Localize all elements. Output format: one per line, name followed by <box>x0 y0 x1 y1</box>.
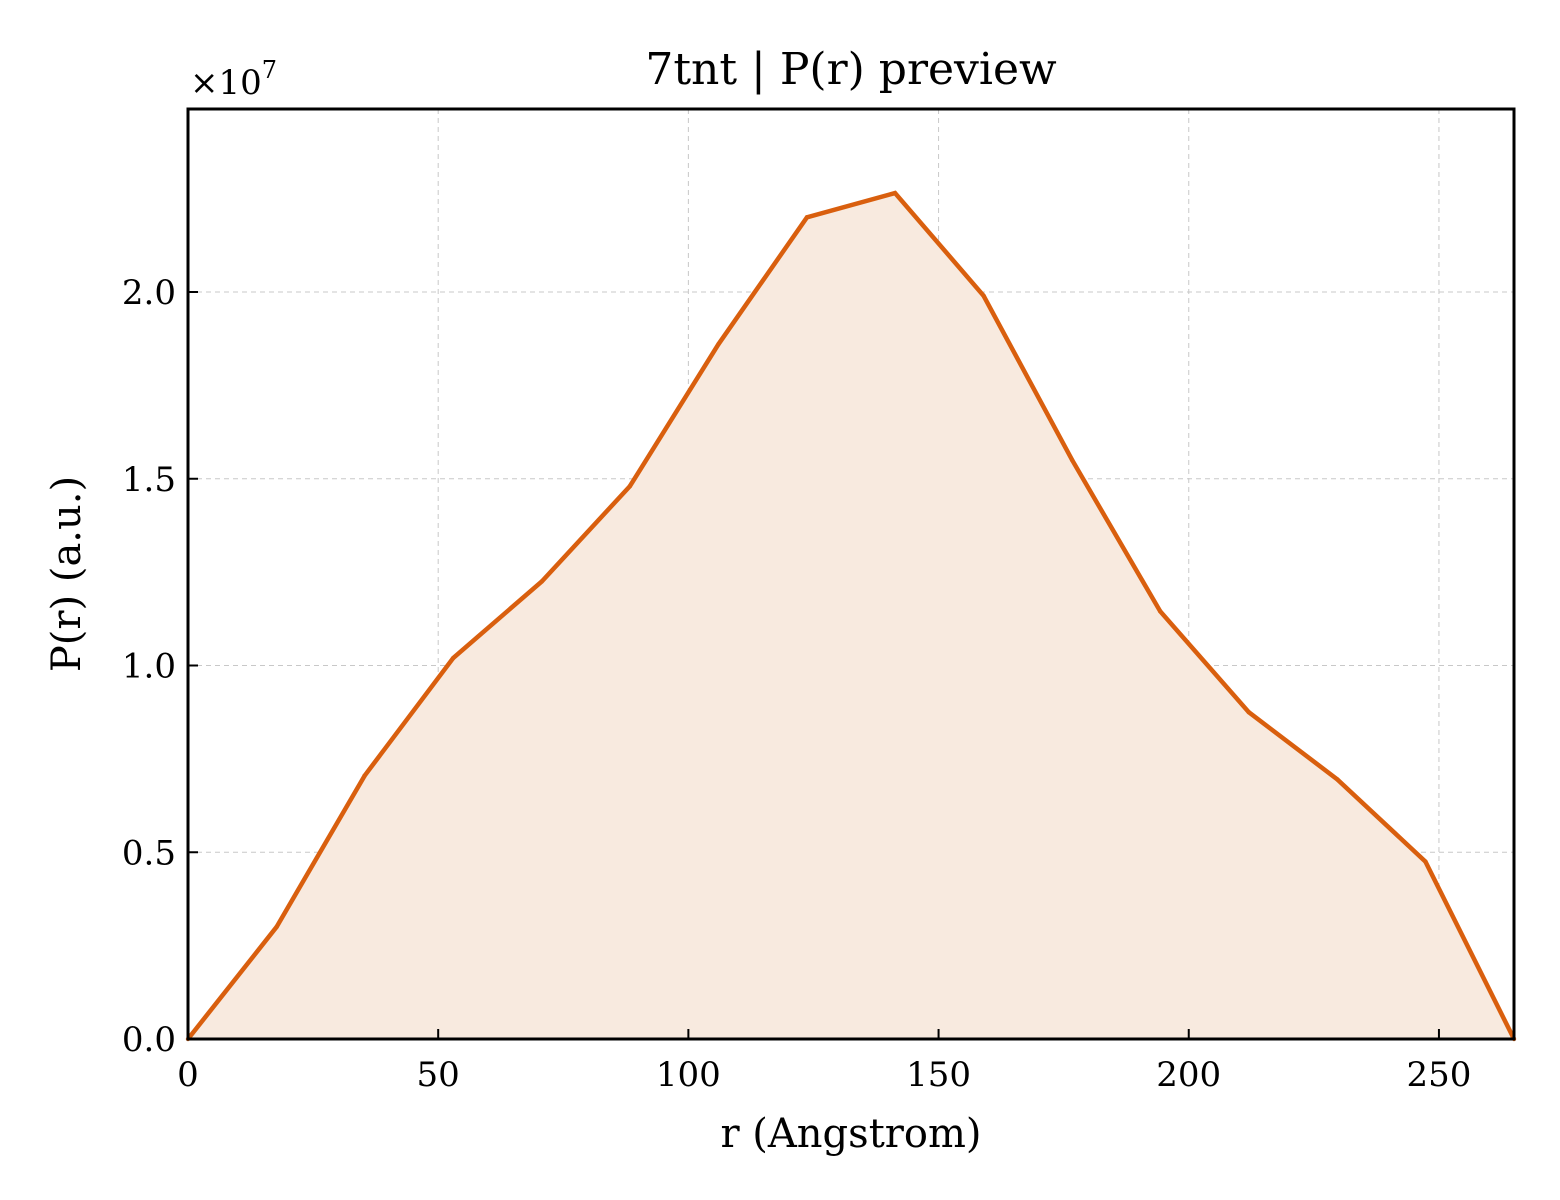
y-tick-label: 1.0 <box>122 647 176 687</box>
data-point <box>1335 777 1340 782</box>
pr-series-line <box>186 190 1517 1041</box>
x-axis-label: r (Angstrom) <box>720 1111 981 1157</box>
x-tick-label: 150 <box>906 1055 971 1095</box>
plot-frame <box>186 107 1516 1041</box>
data-point <box>981 293 986 298</box>
ticks <box>187 291 1440 1040</box>
data-layer <box>185 190 1517 1042</box>
data-point <box>451 655 456 661</box>
x-tick-label: 200 <box>1156 1055 1221 1095</box>
y-axis-multiplier-base: ×10 <box>190 63 262 103</box>
x-tick-label: 0 <box>177 1055 199 1095</box>
data-point <box>1069 457 1075 463</box>
y-axis-label: P(r) (a.u.) <box>44 476 90 672</box>
x-tick-label: 50 <box>417 1055 460 1095</box>
data-point <box>1246 709 1252 715</box>
y-tick-label: 1.5 <box>122 460 176 500</box>
data-point <box>627 484 633 489</box>
y-tick-label: 2.0 <box>122 273 176 313</box>
y-axis-multiplier-exponent: 7 <box>262 56 277 84</box>
pr-area-fill <box>188 193 1514 1040</box>
data-point <box>892 190 898 196</box>
y-axis-multiplier: ×107 <box>190 56 277 103</box>
y-tick-label: 0.0 <box>122 1020 176 1060</box>
data-point <box>716 342 721 347</box>
y-tick-label: 0.5 <box>122 833 176 873</box>
chart-title: 7tnt | P(r) preview <box>645 44 1057 95</box>
data-point <box>1158 609 1163 614</box>
x-tick-label: 250 <box>1406 1055 1471 1095</box>
x-tick-label: 100 <box>656 1055 721 1095</box>
data-point <box>804 215 810 220</box>
data-point <box>274 924 279 930</box>
data-point <box>539 579 544 584</box>
data-point <box>1423 859 1428 864</box>
data-point <box>362 773 367 778</box>
